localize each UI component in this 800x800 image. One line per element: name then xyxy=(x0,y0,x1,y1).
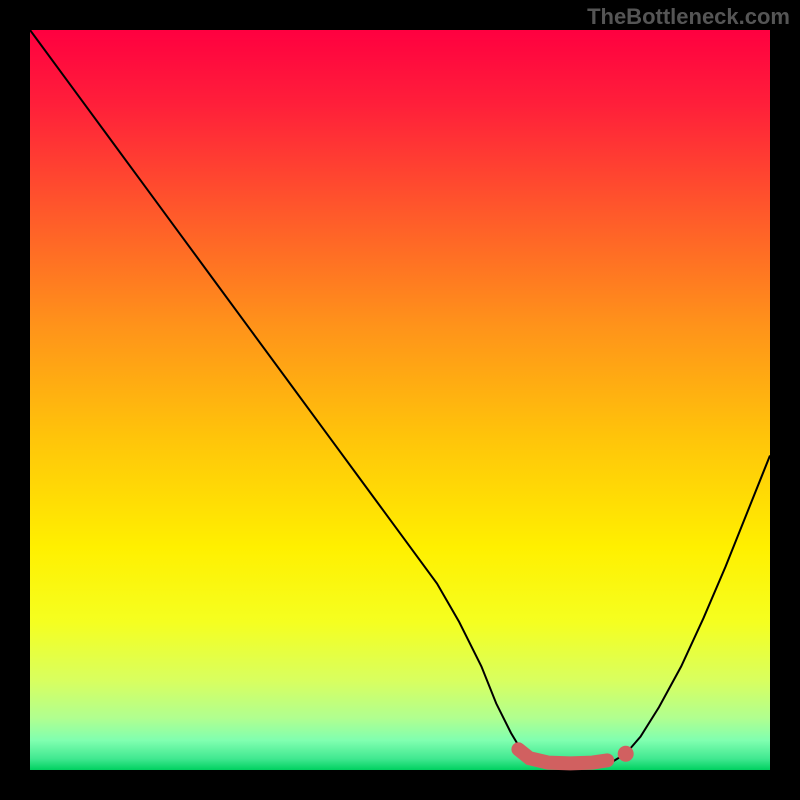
chart-container: TheBottleneck.com xyxy=(0,0,800,800)
optimal-range-end-dot xyxy=(618,746,634,762)
gradient-panel xyxy=(30,30,770,770)
bottleneck-chart xyxy=(0,0,800,800)
